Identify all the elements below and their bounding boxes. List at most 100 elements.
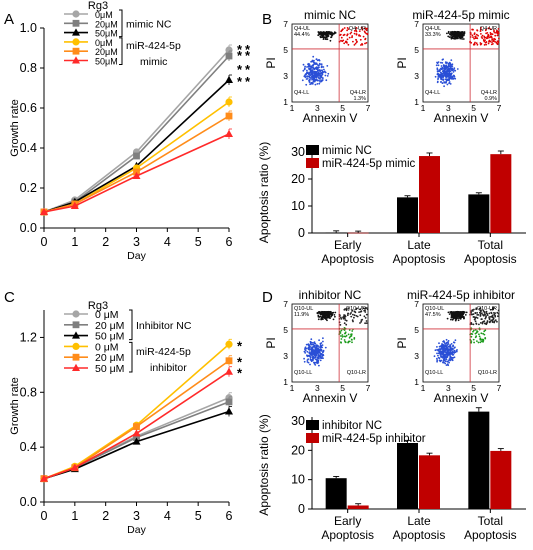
flow-dot-ur <box>347 312 349 315</box>
flow-dot-ur <box>352 40 354 43</box>
flow-dot-ur <box>473 316 475 318</box>
flow-dot-live <box>305 78 308 80</box>
flow-dot-live <box>319 75 322 78</box>
flow-dot-live <box>306 69 308 72</box>
flow-dot-live <box>435 64 438 67</box>
flow-dot-live <box>450 78 453 80</box>
flow-dot-live <box>310 349 313 352</box>
flow-dot-live <box>441 356 443 359</box>
flow-dot-ur <box>356 40 358 43</box>
flow-dot-live <box>310 81 313 84</box>
flow-dot-ur <box>476 314 479 316</box>
flow-dot-live <box>443 64 446 67</box>
flow-dot-live <box>453 75 456 78</box>
flow-dot-ur <box>343 42 346 45</box>
flow-dot-live <box>445 62 447 65</box>
flow-dot-ur <box>481 312 483 315</box>
flow-x-tick: 1 <box>421 383 426 393</box>
flow-dot-ur <box>485 41 488 44</box>
flow-dot-live <box>446 83 449 86</box>
flow-dot-live <box>442 350 445 353</box>
y-tick-label: 0.0 <box>20 221 37 235</box>
significance-mark: * <box>237 42 243 57</box>
flow-dot-live <box>314 83 317 86</box>
data-point <box>132 171 141 179</box>
flow-plot-frame <box>291 23 369 103</box>
flow-dot-green <box>340 335 342 337</box>
flow-dot-ul <box>456 315 458 318</box>
flow-dot-ul <box>451 316 454 319</box>
flow-dot-live <box>314 71 317 74</box>
data-point <box>225 46 233 54</box>
flow-dot-live <box>317 353 319 355</box>
significance-mark: * <box>237 355 243 370</box>
flow-dot-ur <box>486 314 489 316</box>
flow-dot-ur <box>340 36 343 39</box>
flow-dot-live <box>303 75 306 78</box>
flow-dot-ul <box>325 312 328 315</box>
legend-label: 20μM <box>95 47 118 57</box>
flow-dot-ur <box>470 313 473 316</box>
flow-dot-live <box>453 349 456 352</box>
flow-dot-ur <box>473 308 475 311</box>
flow-dot-live <box>440 78 443 81</box>
flow-x-tick: 3 <box>446 383 451 393</box>
data-point <box>225 398 233 406</box>
flow-dot-live <box>437 73 440 76</box>
flow-dot-live <box>449 83 452 85</box>
flow-dot-live <box>436 61 438 64</box>
flow-dot-ur <box>475 323 478 325</box>
flow-dot-ul <box>462 34 465 37</box>
flow-dot-live <box>308 68 311 71</box>
flow-dot-live <box>450 343 453 345</box>
flow-dot-live <box>302 69 305 72</box>
flow-dot-ur <box>497 30 499 33</box>
flow-dot-ur <box>476 317 479 319</box>
flow-dot-live <box>440 65 443 67</box>
flow-dot-ur <box>481 34 484 37</box>
flow-dot-green <box>482 332 484 335</box>
series-line-4 <box>43 343 230 480</box>
flow-dot-ul <box>462 32 465 35</box>
flow-dot-live <box>325 79 328 82</box>
flow-dot-ur <box>491 41 493 43</box>
significance-mark: * <box>245 42 251 57</box>
category-label: Late <box>407 514 431 528</box>
flow-dot-ul <box>325 38 327 41</box>
flow-dot-live <box>448 68 450 71</box>
legend-marker <box>72 353 80 361</box>
flow-dot-live <box>449 359 451 362</box>
flow-dot-live <box>313 349 315 351</box>
flow-dot-live <box>446 346 448 348</box>
flow-dot-live <box>456 68 459 70</box>
flow-dot-ur <box>485 310 488 313</box>
flow-dot-ur <box>483 311 486 314</box>
x-tick-label: 3 <box>133 509 140 523</box>
flow-dot-ur <box>488 321 491 323</box>
flow-dot-ur <box>355 30 358 33</box>
flow-dot-ur <box>473 33 476 36</box>
legend-swatch <box>306 433 319 443</box>
flow-dot-live <box>437 354 439 357</box>
flow-dot-ur <box>470 322 473 324</box>
flow-dot-ur <box>353 44 356 46</box>
data-point <box>225 357 233 365</box>
flow-dot-live <box>317 354 320 357</box>
flow-x-tick: 5 <box>471 383 476 393</box>
flow-dot-live <box>453 356 456 359</box>
legend-swatch <box>306 145 319 155</box>
flow-y-tick: 7 <box>414 299 419 309</box>
flow-x-tick: 5 <box>471 103 476 113</box>
flow-dot-ur <box>475 308 478 311</box>
flow-dot-live <box>442 70 444 72</box>
flow-x-tick: 7 <box>366 103 371 113</box>
flow-dot-ul <box>454 37 457 40</box>
flow-dot-ul <box>334 311 337 314</box>
flow-plot-title: inhibitor NC <box>299 288 362 302</box>
flow-dot-ur <box>346 33 349 36</box>
flow-dot-green <box>348 329 351 331</box>
flow-dot-live <box>321 79 324 81</box>
flow-dot-live <box>448 345 450 348</box>
data-point <box>133 423 140 430</box>
